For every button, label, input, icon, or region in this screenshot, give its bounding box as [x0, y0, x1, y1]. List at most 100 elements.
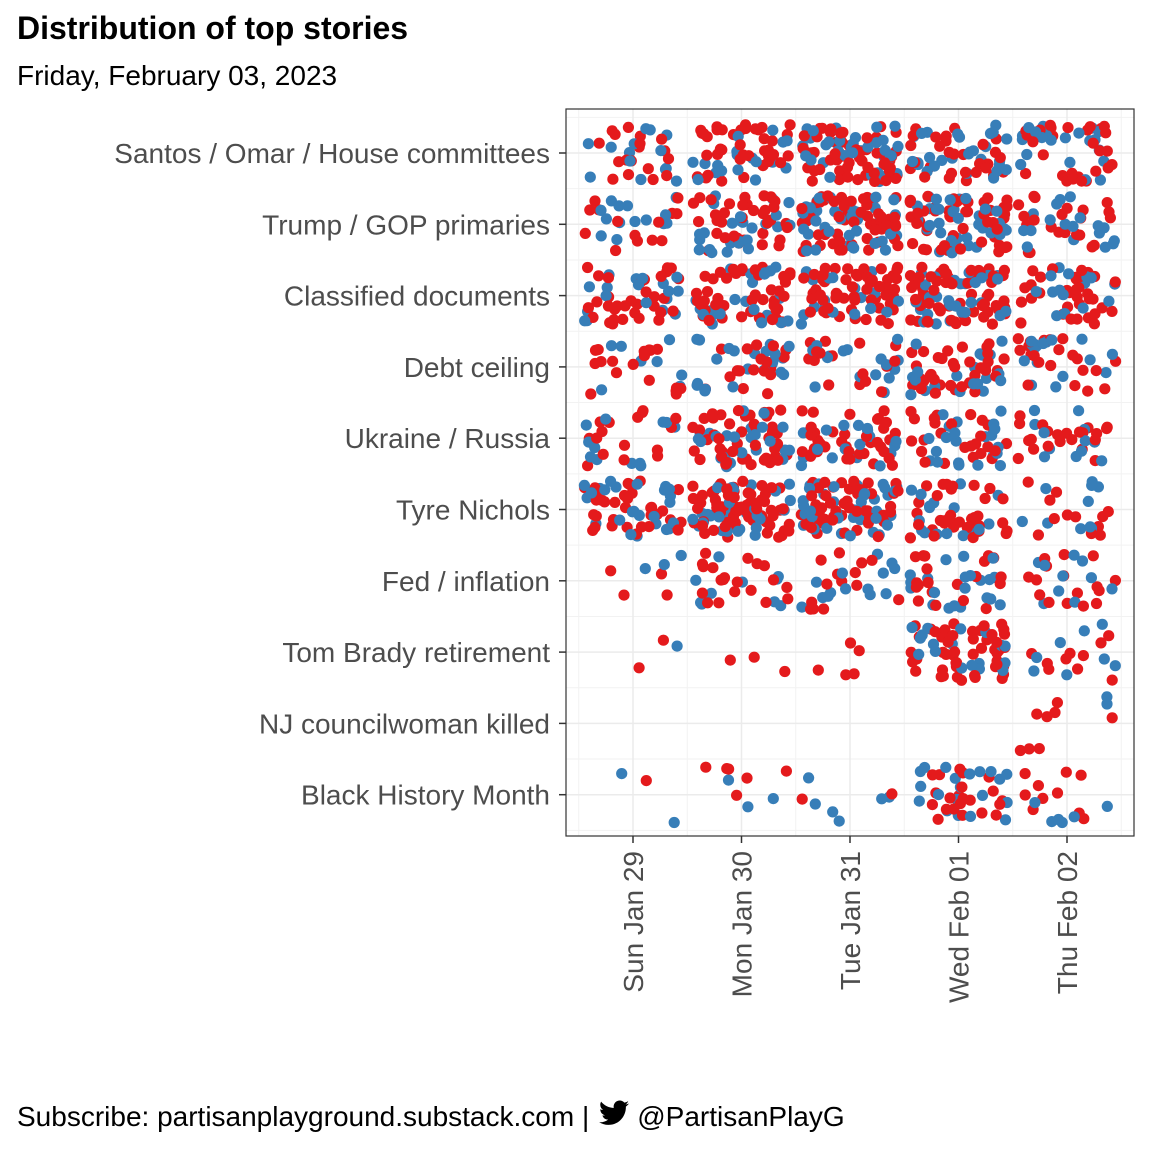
- data-point: [994, 152, 1006, 164]
- data-point: [876, 386, 888, 398]
- data-point: [958, 550, 970, 562]
- data-point: [1085, 272, 1097, 284]
- data-point: [719, 232, 731, 244]
- data-point: [930, 203, 943, 215]
- data-point: [999, 814, 1012, 826]
- data-point: [775, 600, 787, 612]
- data-point: [687, 421, 699, 433]
- data-point: [777, 503, 789, 515]
- data-point: [716, 216, 728, 228]
- data-point: [879, 157, 891, 169]
- data-point: [732, 130, 744, 142]
- data-point: [1018, 355, 1030, 367]
- data-point: [1014, 744, 1026, 757]
- data-point: [1050, 486, 1063, 498]
- data-point: [1069, 380, 1081, 392]
- data-point: [703, 314, 715, 326]
- data-point: [919, 456, 931, 468]
- data-point: [978, 620, 990, 632]
- y-tick-label: Santos / Omar / House committees: [114, 138, 550, 169]
- data-point: [1088, 318, 1100, 330]
- data-point: [589, 344, 602, 356]
- data-point: [865, 302, 877, 314]
- data-point: [1054, 637, 1066, 649]
- data-point: [749, 264, 761, 276]
- data-point: [918, 346, 930, 358]
- data-point: [877, 567, 889, 579]
- data-point: [728, 431, 741, 443]
- data-point: [928, 530, 940, 542]
- data-point: [979, 492, 991, 505]
- data-point: [672, 524, 684, 536]
- data-point: [723, 342, 735, 355]
- data-point: [805, 154, 817, 166]
- data-point: [1061, 509, 1073, 521]
- data-point: [998, 353, 1010, 365]
- data-point: [805, 421, 817, 433]
- data-point: [934, 305, 946, 317]
- data-point: [883, 452, 895, 464]
- data-point: [976, 789, 989, 802]
- data-point: [824, 171, 836, 183]
- data-point: [1028, 443, 1040, 455]
- data-point: [999, 640, 1011, 652]
- data-point: [805, 429, 817, 441]
- data-point: [781, 581, 793, 594]
- data-point: [806, 490, 818, 502]
- data-point: [614, 514, 626, 526]
- y-tick-label: Debt ceiling: [404, 352, 550, 383]
- data-point: [1056, 208, 1068, 220]
- data-point: [718, 207, 731, 219]
- data-point: [796, 405, 808, 417]
- data-point: [955, 623, 967, 635]
- data-point: [1043, 663, 1055, 675]
- data-point: [690, 287, 703, 299]
- data-point: [1021, 241, 1033, 253]
- data-point: [690, 574, 702, 586]
- data-point: [699, 383, 712, 395]
- data-point: [619, 300, 631, 312]
- data-point: [853, 448, 866, 460]
- data-point: [851, 505, 863, 517]
- data-point: [807, 125, 819, 137]
- data-point: [913, 519, 925, 531]
- data-point: [615, 340, 627, 352]
- data-point: [822, 302, 834, 314]
- data-point: [910, 581, 923, 593]
- data-point: [870, 369, 882, 381]
- data-point: [920, 244, 933, 256]
- data-point: [921, 480, 933, 492]
- data-points: [578, 119, 1122, 829]
- data-point: [629, 229, 641, 241]
- data-point: [892, 240, 904, 252]
- data-point: [975, 448, 987, 460]
- data-point: [708, 524, 720, 537]
- data-point: [784, 494, 796, 507]
- data-point: [775, 404, 787, 416]
- data-point: [737, 383, 749, 395]
- data-point: [973, 523, 985, 536]
- data-point: [924, 219, 936, 232]
- data-point: [1094, 145, 1106, 157]
- data-point: [910, 338, 922, 350]
- data-point: [1001, 768, 1013, 780]
- data-point: [713, 511, 725, 523]
- data-point: [906, 435, 918, 447]
- data-point: [704, 244, 716, 256]
- data-point: [721, 246, 733, 258]
- data-point: [1073, 405, 1085, 417]
- data-point: [798, 223, 810, 235]
- data-point: [687, 513, 699, 526]
- data-point: [982, 216, 994, 228]
- data-point: [889, 427, 901, 439]
- data-point: [904, 195, 916, 207]
- data-point: [609, 128, 621, 140]
- data-point: [945, 379, 957, 392]
- data-point: [705, 194, 717, 206]
- data-point: [617, 313, 629, 325]
- data-point: [910, 293, 922, 306]
- data-point: [588, 509, 600, 521]
- data-point: [1079, 435, 1091, 447]
- data-point: [629, 215, 641, 228]
- data-point: [733, 502, 745, 514]
